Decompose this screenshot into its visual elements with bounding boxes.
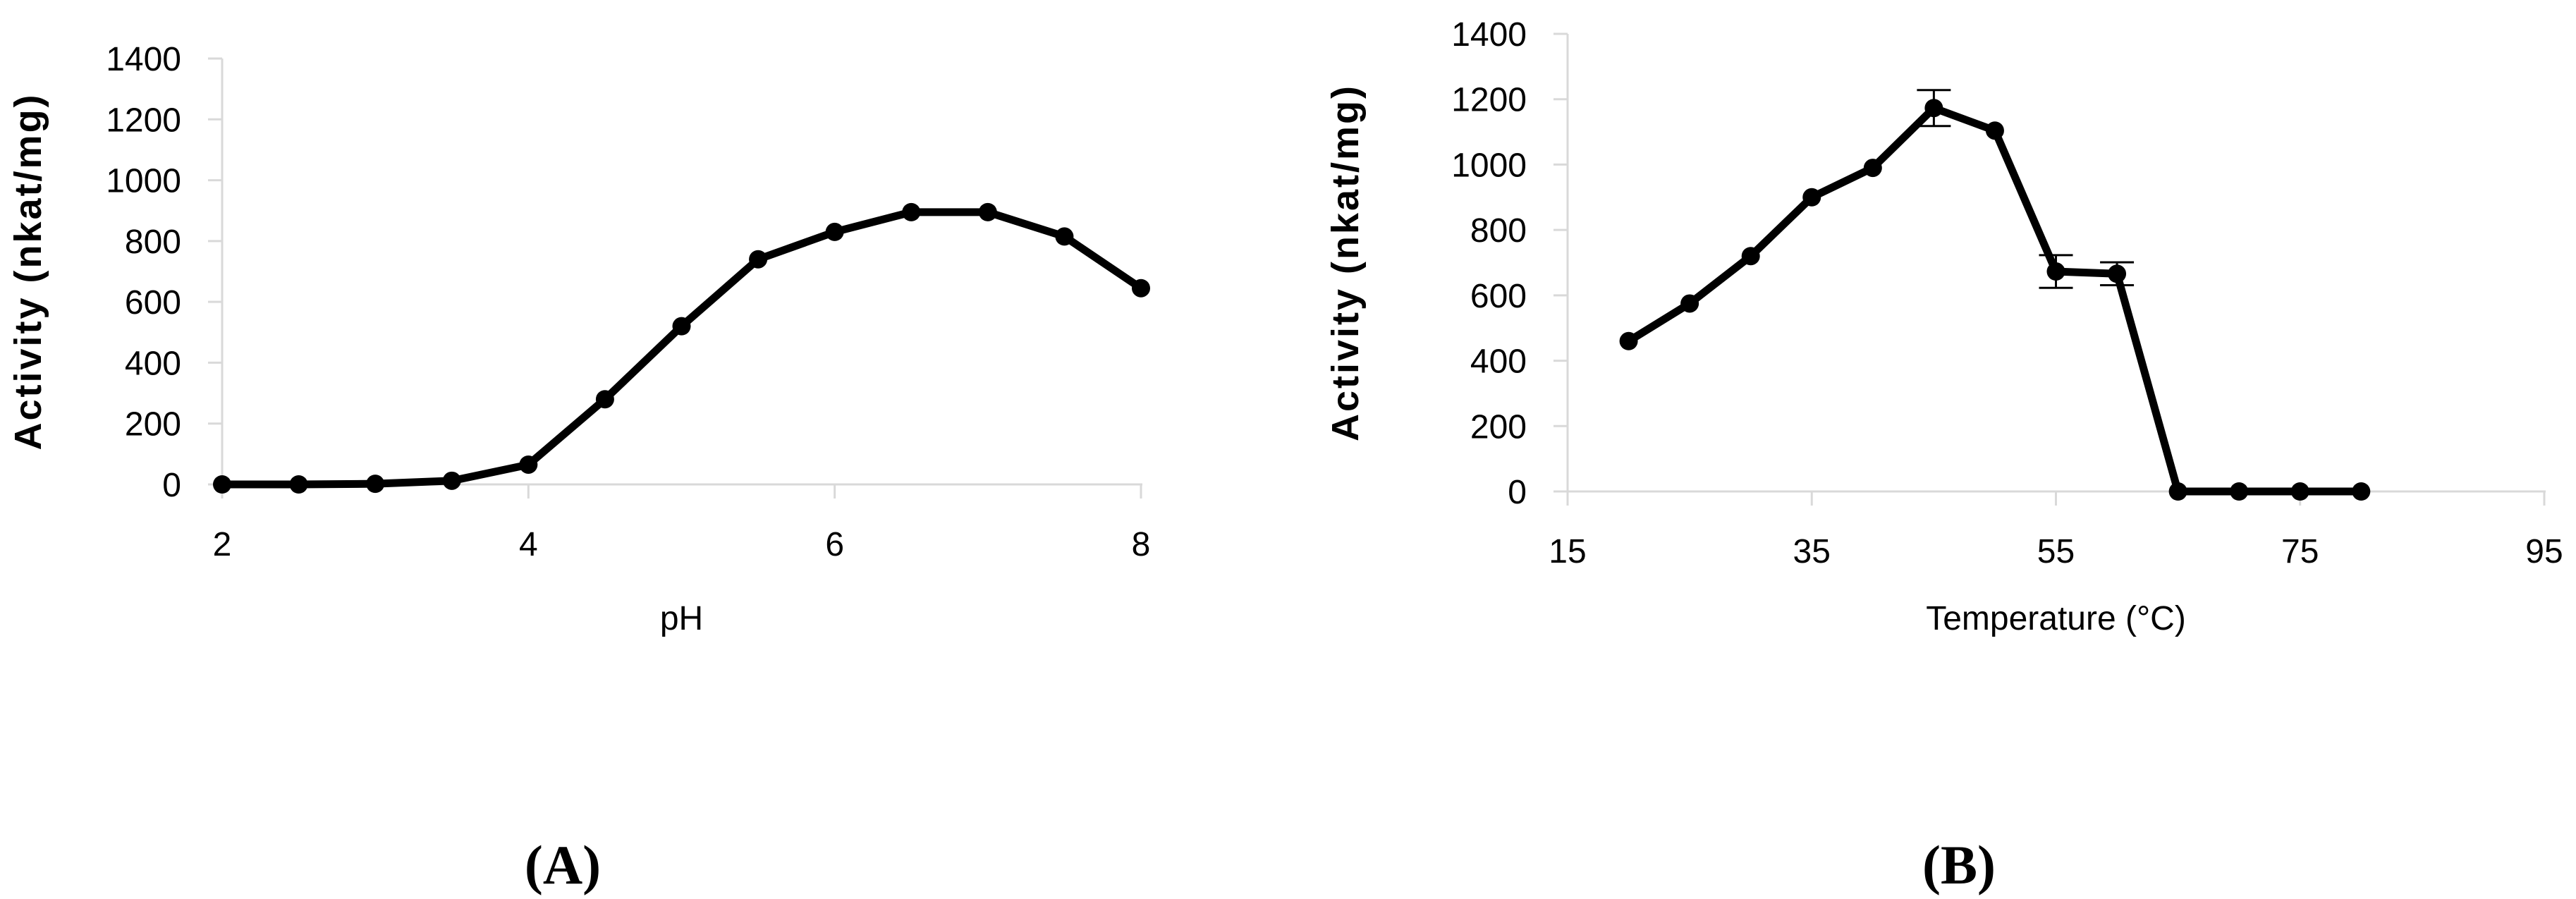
panel-label-a: (A) (524, 834, 602, 895)
y-tick-label: 1000 (106, 163, 181, 200)
data-point-marker (1132, 279, 1150, 298)
data-point-marker (1985, 121, 2004, 140)
data-point-marker (749, 250, 768, 269)
data-point-marker (902, 202, 921, 221)
data-point-marker (1802, 188, 1821, 207)
data-point-marker (825, 222, 844, 241)
x-tick-label: 55 (2037, 533, 2075, 570)
x-tick-label: 15 (1549, 533, 1586, 570)
x-tick-label: 8 (1132, 526, 1151, 563)
data-point-marker (2108, 264, 2127, 283)
series-line (218, 208, 1145, 489)
y-tick-label: 1400 (1451, 16, 1527, 54)
data-point-marker (2230, 482, 2249, 501)
data-point-marker (1924, 99, 1943, 118)
data-point-marker (672, 317, 691, 336)
data-point-marker (595, 390, 614, 409)
x-tick-label: 35 (1793, 533, 1831, 570)
y-tick-label: 0 (1508, 474, 1527, 511)
y-tick-label: 600 (1470, 278, 1527, 315)
y-tick-label: 1200 (1451, 82, 1527, 119)
y-tick-label: 600 (125, 284, 181, 322)
data-point-marker (2046, 262, 2065, 281)
data-point-marker (519, 455, 538, 474)
chart-panel-a: 0 200 400 600 800 1000 1200 1400 2 4 6 8 pH Activity … (7, 41, 1150, 637)
series-line (1625, 104, 2365, 496)
x-tick-label: 95 (2525, 533, 2563, 570)
data-point-marker (2168, 482, 2187, 501)
y-tick-label: 400 (1470, 343, 1527, 381)
y-tick-label: 200 (125, 406, 181, 444)
y-tick-label: 1000 (1451, 147, 1527, 184)
data-point-marker (1680, 294, 1699, 313)
x-tick-label: 4 (519, 526, 538, 563)
chart-panel-b: 0 200 400 600 800 1000 1200 1400 15 35 55 75 95 Tempe… (1324, 16, 2563, 637)
data-point-marker (2290, 482, 2309, 501)
y-tick-label: 1200 (106, 102, 181, 139)
data-point-marker (1863, 159, 1882, 178)
y-tick-label: 400 (125, 345, 181, 382)
data-point-marker (289, 475, 308, 494)
y-tick-label: 0 (162, 467, 181, 504)
data-point-marker (978, 202, 997, 221)
data-point-marker (2352, 482, 2371, 501)
data-point-marker (213, 475, 231, 494)
y-tick-label: 800 (1470, 212, 1527, 250)
x-axis-title: Temperature (°C) (1926, 600, 2186, 637)
data-point-marker (366, 475, 385, 494)
data-point-marker (442, 471, 461, 490)
data-point-marker (1055, 227, 1074, 246)
panel-label-b: (B) (1922, 834, 1996, 895)
y-tick-label: 200 (1470, 408, 1527, 446)
x-axis-title: pH (660, 600, 703, 637)
data-point-marker (1741, 247, 1760, 266)
x-tick-label: 2 (213, 526, 232, 563)
y-axis-title: Activity (nkat/mg) (1324, 84, 1367, 441)
y-tick-label: 1400 (106, 41, 181, 78)
y-tick-label: 800 (125, 224, 181, 261)
x-tick-label: 6 (825, 526, 844, 563)
data-point-marker (1619, 331, 1638, 350)
y-axis-title: Activity (nkat/mg) (7, 92, 49, 450)
charts-svg: 0 200 400 600 800 1000 1200 1400 2 4 6 8 pH Activity … (7, 16, 2563, 637)
x-tick-label: 75 (2281, 533, 2319, 570)
